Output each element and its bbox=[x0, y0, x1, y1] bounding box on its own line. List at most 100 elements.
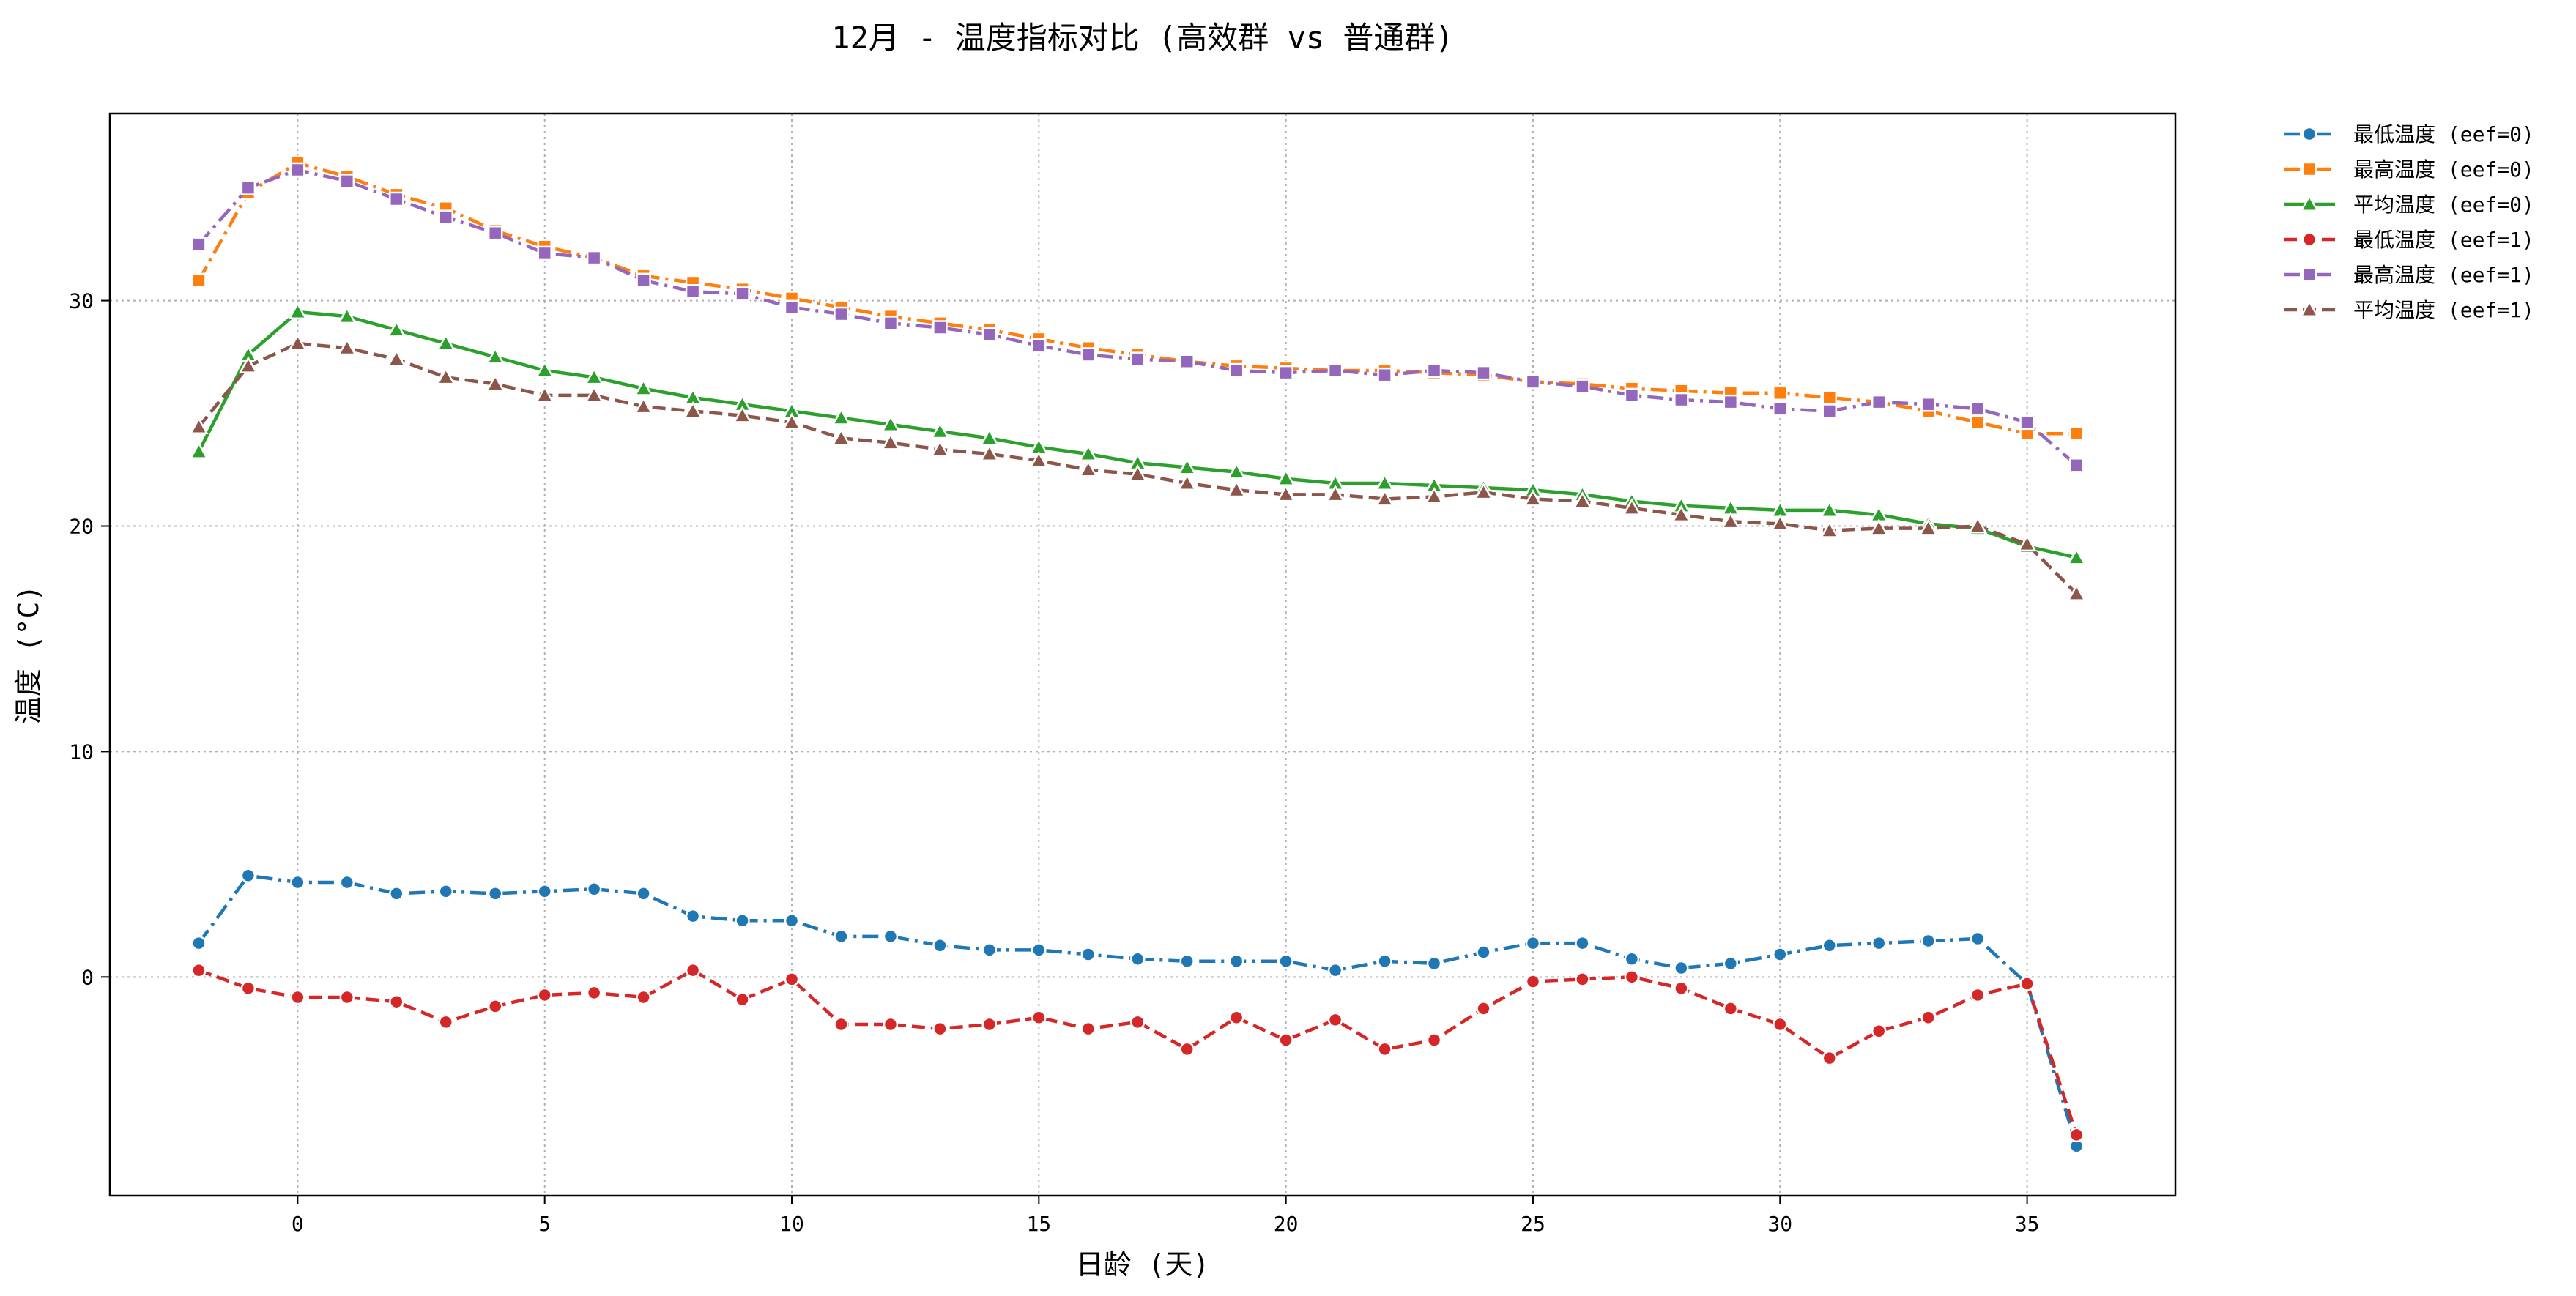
legend-marker bbox=[2301, 126, 2317, 142]
data-point bbox=[1575, 379, 1590, 394]
legend-marker bbox=[2299, 299, 2320, 318]
data-point bbox=[1674, 980, 1689, 996]
data-point bbox=[1377, 1041, 1392, 1057]
data-point bbox=[537, 987, 552, 1003]
x-axis-label: 日龄 (天) bbox=[1076, 1248, 1210, 1281]
data-point bbox=[1375, 488, 1395, 507]
data-point bbox=[1179, 1041, 1195, 1057]
data-point bbox=[1523, 488, 1543, 507]
legend-entry: 最低温度 (eef=0) bbox=[2284, 122, 2534, 146]
data-point bbox=[290, 989, 305, 1005]
data-point bbox=[290, 874, 305, 890]
data-point bbox=[883, 928, 899, 945]
legend-entry: 平均温度 (eef=1) bbox=[2284, 298, 2534, 322]
series-line bbox=[198, 968, 2079, 1136]
data-point bbox=[189, 417, 209, 435]
data-point bbox=[1968, 515, 1988, 534]
x-tick-label: 20 bbox=[1274, 1212, 1299, 1236]
data-point bbox=[586, 881, 602, 897]
legend-label: 最低温度 (eef=0) bbox=[2353, 122, 2534, 146]
data-point bbox=[1773, 947, 1788, 962]
data-point bbox=[1525, 374, 1541, 390]
data-point bbox=[1031, 942, 1047, 958]
data-point bbox=[1228, 953, 1244, 969]
data-point bbox=[1822, 403, 1838, 419]
x-tick-label: 10 bbox=[779, 1212, 804, 1236]
data-point bbox=[636, 272, 651, 288]
legend-marker bbox=[2301, 161, 2317, 177]
data-point bbox=[883, 1016, 899, 1032]
data-point bbox=[487, 225, 503, 241]
x-tick-label: 0 bbox=[292, 1212, 304, 1236]
data-point bbox=[1920, 1010, 1936, 1025]
plot-frame bbox=[108, 112, 2177, 1197]
legend-label: 最高温度 (eef=0) bbox=[2353, 157, 2534, 182]
series-line bbox=[197, 874, 2079, 1147]
data-point bbox=[1723, 394, 1739, 410]
data-point bbox=[191, 237, 207, 252]
data-point bbox=[1970, 414, 1986, 431]
data-point bbox=[1080, 947, 1096, 962]
data-point bbox=[339, 989, 355, 1005]
data-point bbox=[784, 299, 800, 316]
data-point bbox=[1575, 972, 1590, 987]
x-tick-label: 30 bbox=[1767, 1212, 1792, 1236]
x-tick-label: 35 bbox=[2015, 1212, 2040, 1236]
data-point bbox=[1476, 945, 1491, 960]
data-point bbox=[238, 356, 259, 373]
legend-marker bbox=[2301, 267, 2317, 283]
y-tick-label: 0 bbox=[81, 965, 94, 989]
data-point bbox=[932, 1021, 948, 1037]
series-5 bbox=[191, 162, 2085, 473]
data-point bbox=[1377, 367, 1392, 383]
data-point bbox=[389, 994, 404, 1010]
data-point bbox=[1476, 1001, 1491, 1016]
grid bbox=[110, 113, 2175, 1196]
data-point bbox=[1970, 987, 1986, 1003]
data-point bbox=[389, 886, 404, 901]
y-tick-label: 20 bbox=[69, 514, 94, 538]
data-point bbox=[1179, 354, 1195, 369]
data-point bbox=[1624, 969, 1640, 985]
data-point bbox=[981, 942, 998, 958]
data-point bbox=[1723, 956, 1739, 972]
data-point bbox=[1327, 962, 1343, 978]
data-point bbox=[831, 408, 851, 425]
legend-entry: 最高温度 (eef=0) bbox=[2284, 157, 2534, 182]
x-tick-label: 15 bbox=[1026, 1212, 1051, 1236]
data-point bbox=[981, 327, 998, 343]
legend-label: 平均温度 (eef=0) bbox=[2353, 193, 2534, 217]
data-point bbox=[636, 886, 651, 901]
data-point bbox=[634, 379, 653, 396]
data-point bbox=[288, 302, 308, 320]
data-point bbox=[1227, 462, 1247, 480]
data-point bbox=[1871, 394, 1887, 410]
data-point bbox=[2068, 425, 2085, 442]
data-point bbox=[584, 385, 604, 403]
data-point bbox=[1622, 498, 1642, 515]
data-point bbox=[683, 401, 703, 419]
data-point bbox=[535, 385, 554, 403]
x-tick-label: 5 bbox=[538, 1212, 551, 1236]
data-point bbox=[1029, 450, 1049, 469]
data-point bbox=[1227, 480, 1247, 498]
data-point bbox=[784, 972, 800, 987]
data-point bbox=[486, 346, 505, 365]
data-point bbox=[834, 306, 849, 322]
data-point bbox=[732, 406, 752, 423]
data-point bbox=[1822, 937, 1838, 953]
data-point bbox=[487, 886, 503, 901]
data-point bbox=[1426, 1032, 1442, 1048]
legend-entry: 最低温度 (eef=1) bbox=[2284, 228, 2534, 252]
data-point bbox=[486, 373, 505, 392]
data-point bbox=[883, 316, 899, 331]
data-point bbox=[1426, 362, 1442, 379]
data-point bbox=[1773, 385, 1788, 401]
series-4 bbox=[191, 962, 2085, 1143]
data-point bbox=[290, 162, 305, 178]
data-point bbox=[1671, 504, 1691, 523]
data-point bbox=[1474, 482, 1493, 500]
data-point bbox=[337, 306, 357, 324]
data-point bbox=[339, 174, 355, 189]
